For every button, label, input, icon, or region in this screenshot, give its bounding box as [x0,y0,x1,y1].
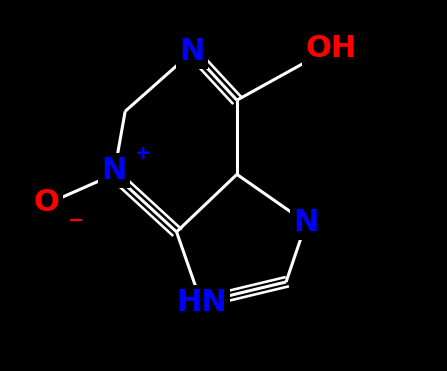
Text: HN: HN [176,288,227,317]
Text: −: − [68,211,84,230]
Text: O: O [34,188,60,217]
Text: +: + [135,144,151,164]
Text: N: N [101,156,127,185]
Text: N: N [180,37,205,66]
Text: N: N [294,208,319,237]
Text: OH: OH [305,34,356,63]
